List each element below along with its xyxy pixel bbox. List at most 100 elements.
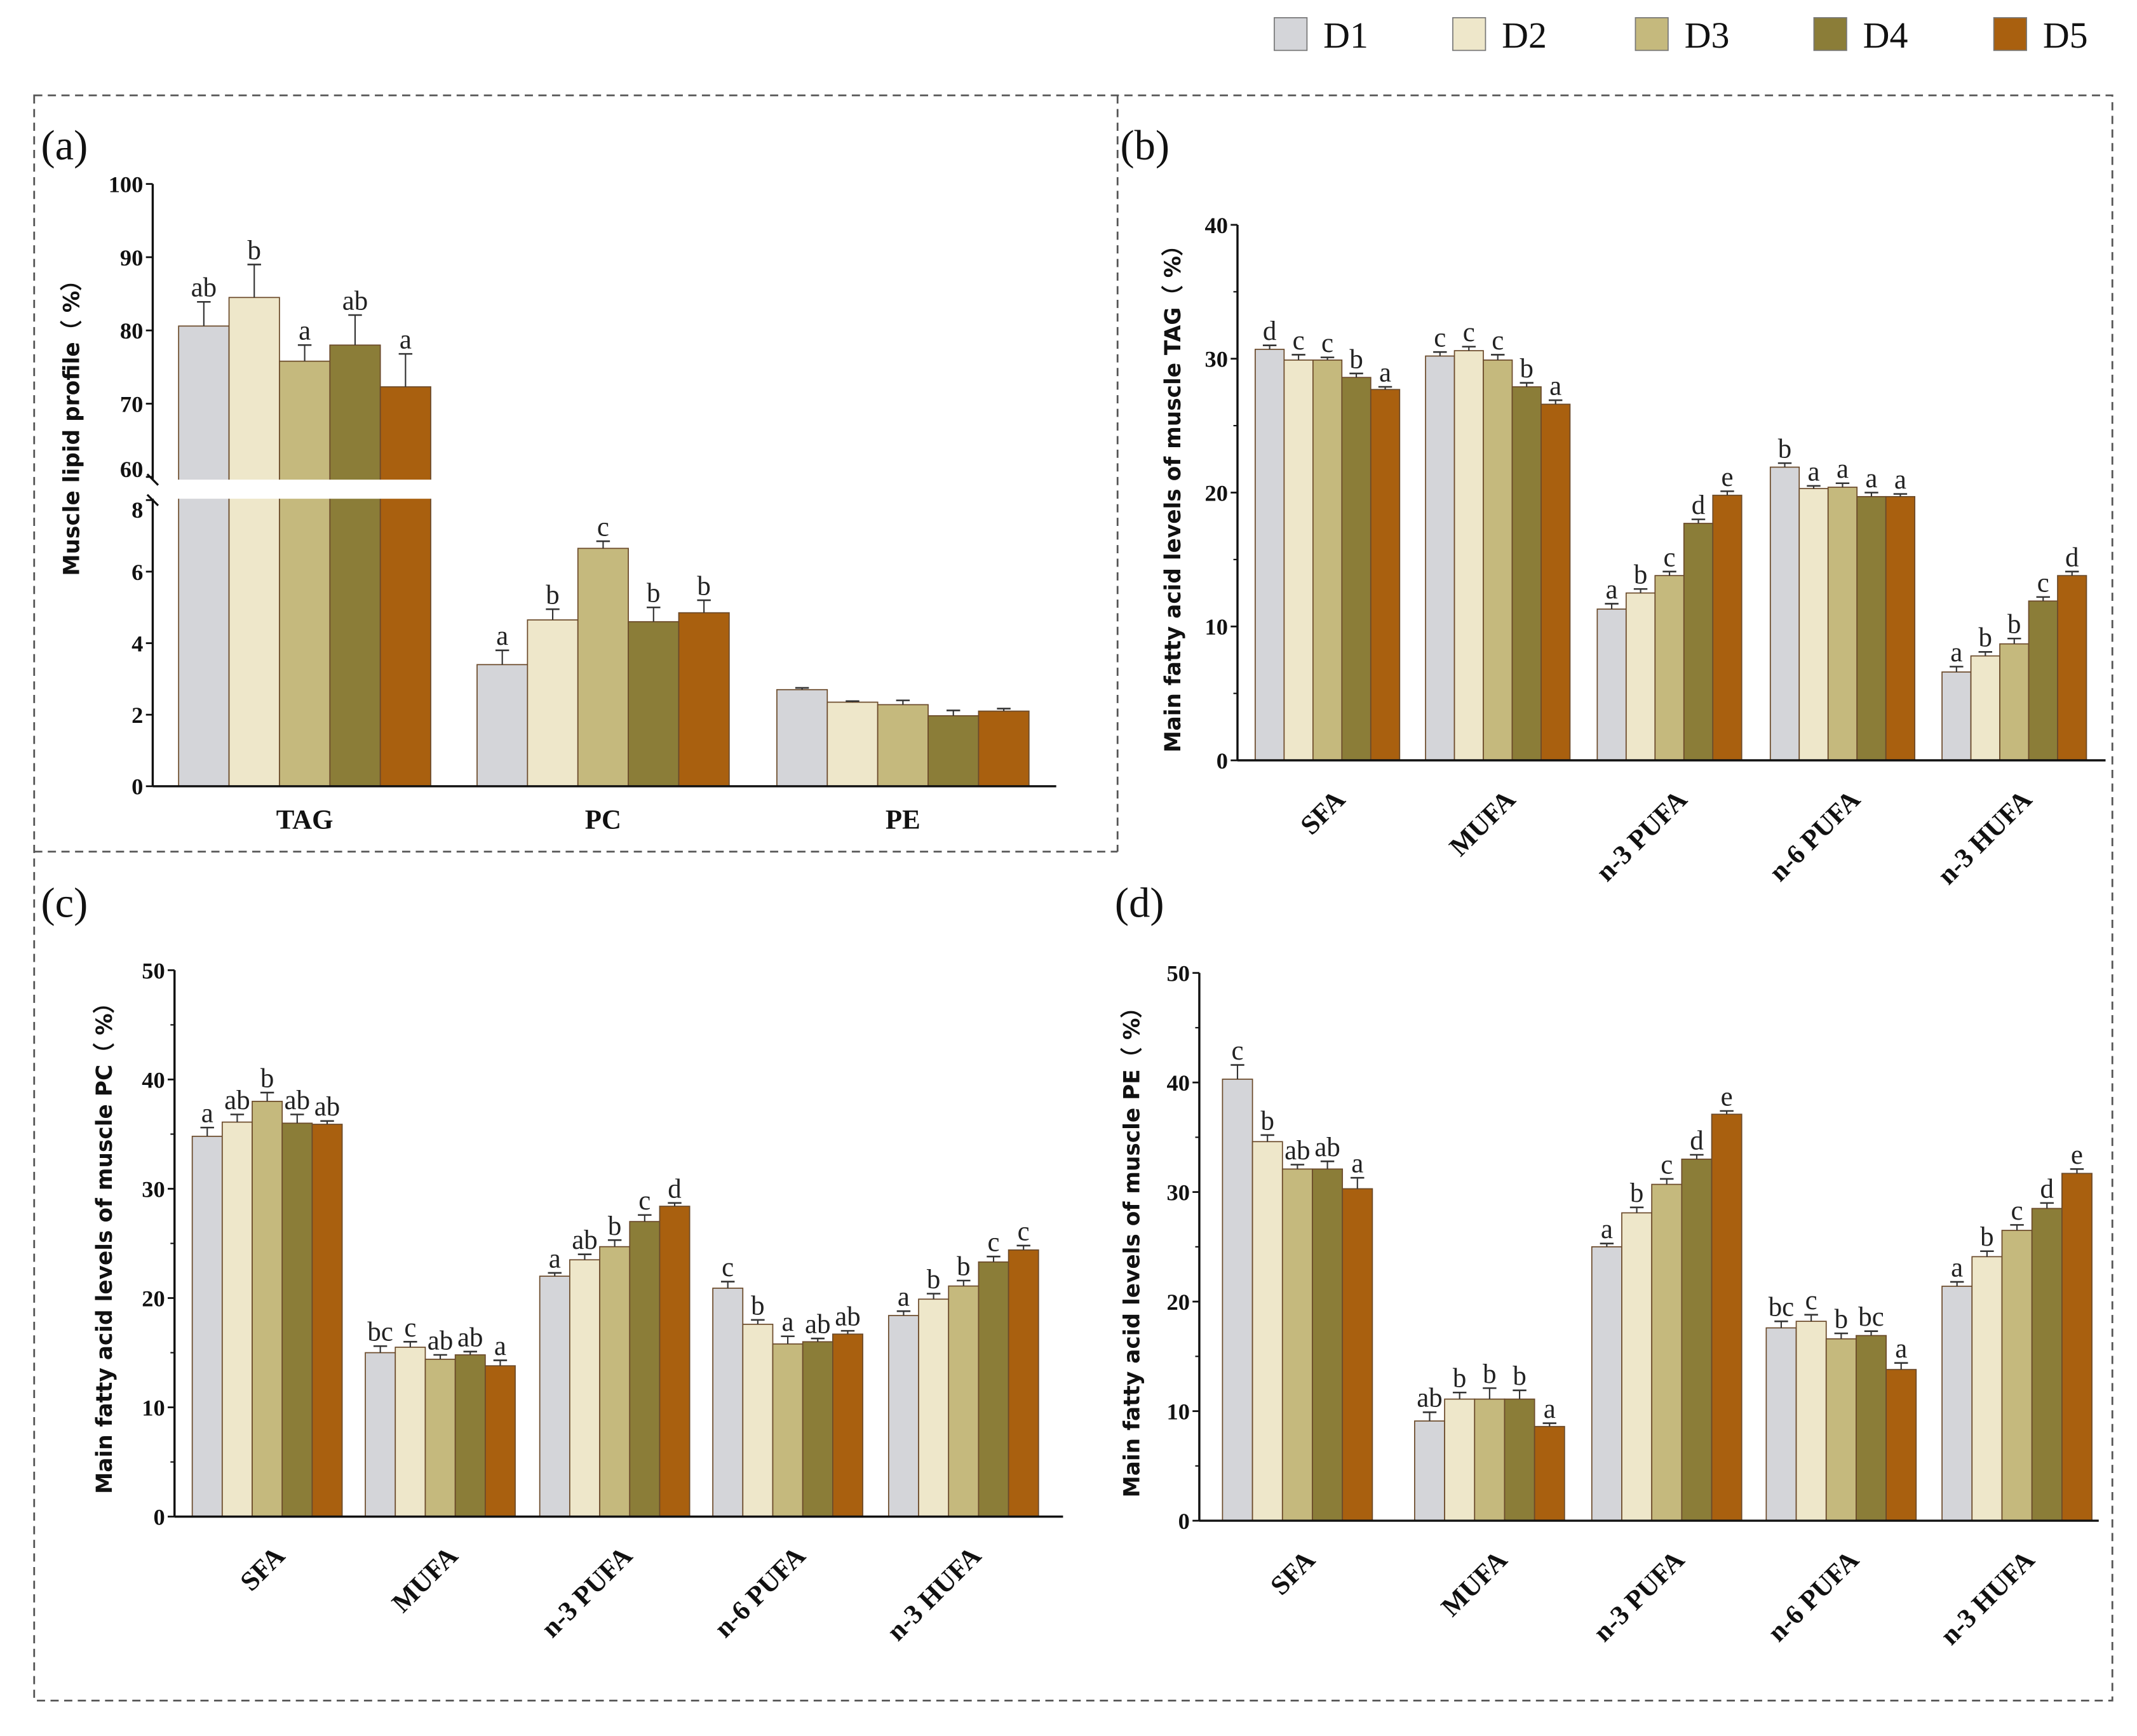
y-tick-label: 6 bbox=[131, 560, 143, 585]
bar-d4-sfa bbox=[1341, 377, 1372, 761]
x-category-label: SFA bbox=[1265, 1545, 1321, 1601]
significance-letter: ab bbox=[835, 1302, 860, 1332]
panel-label: (c) bbox=[41, 880, 88, 927]
y-tick-label: 100 bbox=[109, 172, 144, 197]
significance-letter: a bbox=[1544, 1394, 1556, 1424]
legend: D1 D2 D3 D4 D5 bbox=[1274, 15, 2088, 56]
significance-letter: d bbox=[2065, 542, 2079, 572]
significance-letter: b bbox=[1453, 1364, 1466, 1394]
bar-d5-mufa bbox=[1534, 1425, 1565, 1521]
panel-frames bbox=[33, 94, 2113, 1702]
significance-letter: a bbox=[1951, 1253, 1963, 1282]
bar-d1-n-3-hufa bbox=[1941, 1286, 1973, 1521]
significance-letter: ab bbox=[1417, 1383, 1442, 1413]
bar-d5-n-3-hufa bbox=[2057, 575, 2087, 761]
significance-letter: b bbox=[1630, 1178, 1643, 1208]
bar-d3-sfa bbox=[252, 1100, 283, 1517]
bar-d5-n-3-pufa bbox=[1711, 1114, 1743, 1521]
significance-letter: a bbox=[494, 1331, 506, 1361]
significance-letter: b bbox=[1778, 434, 1791, 464]
bar-d3-n-3-pufa bbox=[1651, 1183, 1683, 1521]
significance-letter: b bbox=[546, 580, 559, 610]
panel-label: (d) bbox=[1115, 880, 1164, 927]
bar-d2-n-6-pufa bbox=[742, 1323, 774, 1517]
y-tick-label: 50 bbox=[1166, 961, 1189, 986]
panel-b: (b) Main fatty acid levels of muscle TAG（… bbox=[1121, 123, 2106, 891]
significance-letter: c bbox=[1321, 328, 1333, 358]
bar-d4-mufa bbox=[1511, 386, 1542, 761]
significance-letter: b bbox=[1979, 623, 1992, 653]
bar-d4-tag bbox=[329, 344, 381, 787]
bar-d5-n-6-pufa bbox=[832, 1333, 863, 1517]
bar-d2-sfa bbox=[221, 1121, 253, 1517]
x-category-label: n-6 PUFA bbox=[1762, 1545, 1865, 1648]
significance-letter: c bbox=[638, 1186, 651, 1216]
y-axis-label: Muscle lipid profile（ %） bbox=[60, 269, 85, 575]
x-category-label: PE bbox=[886, 805, 920, 835]
panel-label: (a) bbox=[41, 123, 88, 169]
y-tick-label: 20 bbox=[142, 1286, 165, 1311]
bar-d1-n-3-hufa bbox=[1941, 671, 1972, 761]
bar-d5-pe bbox=[978, 710, 1030, 787]
legend-swatch-d2 bbox=[1452, 17, 1486, 51]
bar-d4-sfa bbox=[281, 1122, 313, 1517]
significance-letter: b bbox=[248, 236, 261, 266]
significance-letter: e bbox=[1721, 1082, 1733, 1112]
bar-d5-n-3-pufa bbox=[1712, 494, 1743, 761]
legend-swatch-d3 bbox=[1635, 17, 1669, 51]
bar-d4-n-6-pufa bbox=[1856, 1335, 1887, 1521]
bar-d1-n-3-hufa bbox=[887, 1315, 919, 1517]
bar-d3-n-3-pufa bbox=[599, 1246, 631, 1517]
x-category-label: n-6 PUFA bbox=[1763, 784, 1866, 887]
panel-d: (d) Main fatty acid levels of muscle PE（ … bbox=[1115, 880, 2099, 1651]
bar-d4-mufa bbox=[454, 1354, 486, 1517]
legend-swatch-d1 bbox=[1274, 17, 1308, 51]
x-category-label: n-6 PUFA bbox=[709, 1541, 812, 1644]
significance-letter: a bbox=[1601, 1215, 1613, 1244]
bar-d5-n-6-pufa bbox=[1885, 1369, 1917, 1521]
x-category-label: MUFA bbox=[1436, 1545, 1513, 1622]
x-category-label: PC bbox=[585, 805, 621, 835]
bar-d3-sfa bbox=[1312, 359, 1343, 761]
bar-d2-n-3-pufa bbox=[569, 1259, 600, 1517]
y-axis-label: Main fatty acid levels of muscle PE（ %） bbox=[1120, 996, 1145, 1497]
bar-d5-mufa bbox=[1540, 403, 1571, 761]
bar-d5-n-3-pufa bbox=[659, 1206, 691, 1517]
significance-letter: c bbox=[1664, 542, 1676, 572]
significance-letter: a bbox=[1379, 358, 1391, 387]
y-tick-label: 30 bbox=[142, 1176, 165, 1202]
bar-d1-mufa bbox=[1425, 355, 1455, 761]
significance-letter: ab bbox=[285, 1086, 310, 1115]
bar-d2-n-3-hufa bbox=[1971, 1256, 2003, 1521]
bar-d3-pc bbox=[577, 548, 629, 787]
significance-letter: b bbox=[608, 1211, 621, 1241]
bar-d4-n-3-pufa bbox=[629, 1221, 661, 1517]
x-category-label: n-3 HUFA bbox=[1935, 1545, 2041, 1651]
bar-d5-n-6-pufa bbox=[1885, 495, 1916, 761]
bar-d3-mufa bbox=[424, 1359, 456, 1517]
significance-letter: bc bbox=[1769, 1293, 1794, 1322]
x-category-label: n-3 PUFA bbox=[1591, 784, 1694, 887]
significance-letter: b bbox=[647, 579, 660, 609]
bar-d4-mufa bbox=[1504, 1398, 1535, 1521]
bar-d4-n-3-hufa bbox=[978, 1261, 1009, 1517]
significance-letter: ab bbox=[428, 1326, 453, 1356]
legend-swatch-d4 bbox=[1813, 17, 1847, 51]
bar-d5-n-3-hufa bbox=[1008, 1249, 1039, 1517]
y-tick-label: 40 bbox=[1166, 1070, 1189, 1096]
bar-d2-mufa bbox=[394, 1347, 426, 1517]
y-tick-label: 50 bbox=[142, 958, 165, 983]
bar-d4-sfa bbox=[1312, 1168, 1344, 1521]
bar-d2-pc bbox=[527, 619, 579, 787]
significance-letter: bc bbox=[367, 1317, 393, 1347]
bar-d2-mufa bbox=[1453, 350, 1484, 761]
significance-letter: b bbox=[1980, 1222, 1993, 1252]
significance-letter: c bbox=[1661, 1150, 1673, 1180]
x-category-label: MUFA bbox=[386, 1541, 464, 1618]
y-tick-label: 0 bbox=[1178, 1509, 1190, 1534]
legend-label: D2 bbox=[1502, 15, 1547, 56]
significance-letter: ab bbox=[1314, 1133, 1340, 1162]
significance-letter: ab bbox=[191, 273, 217, 303]
